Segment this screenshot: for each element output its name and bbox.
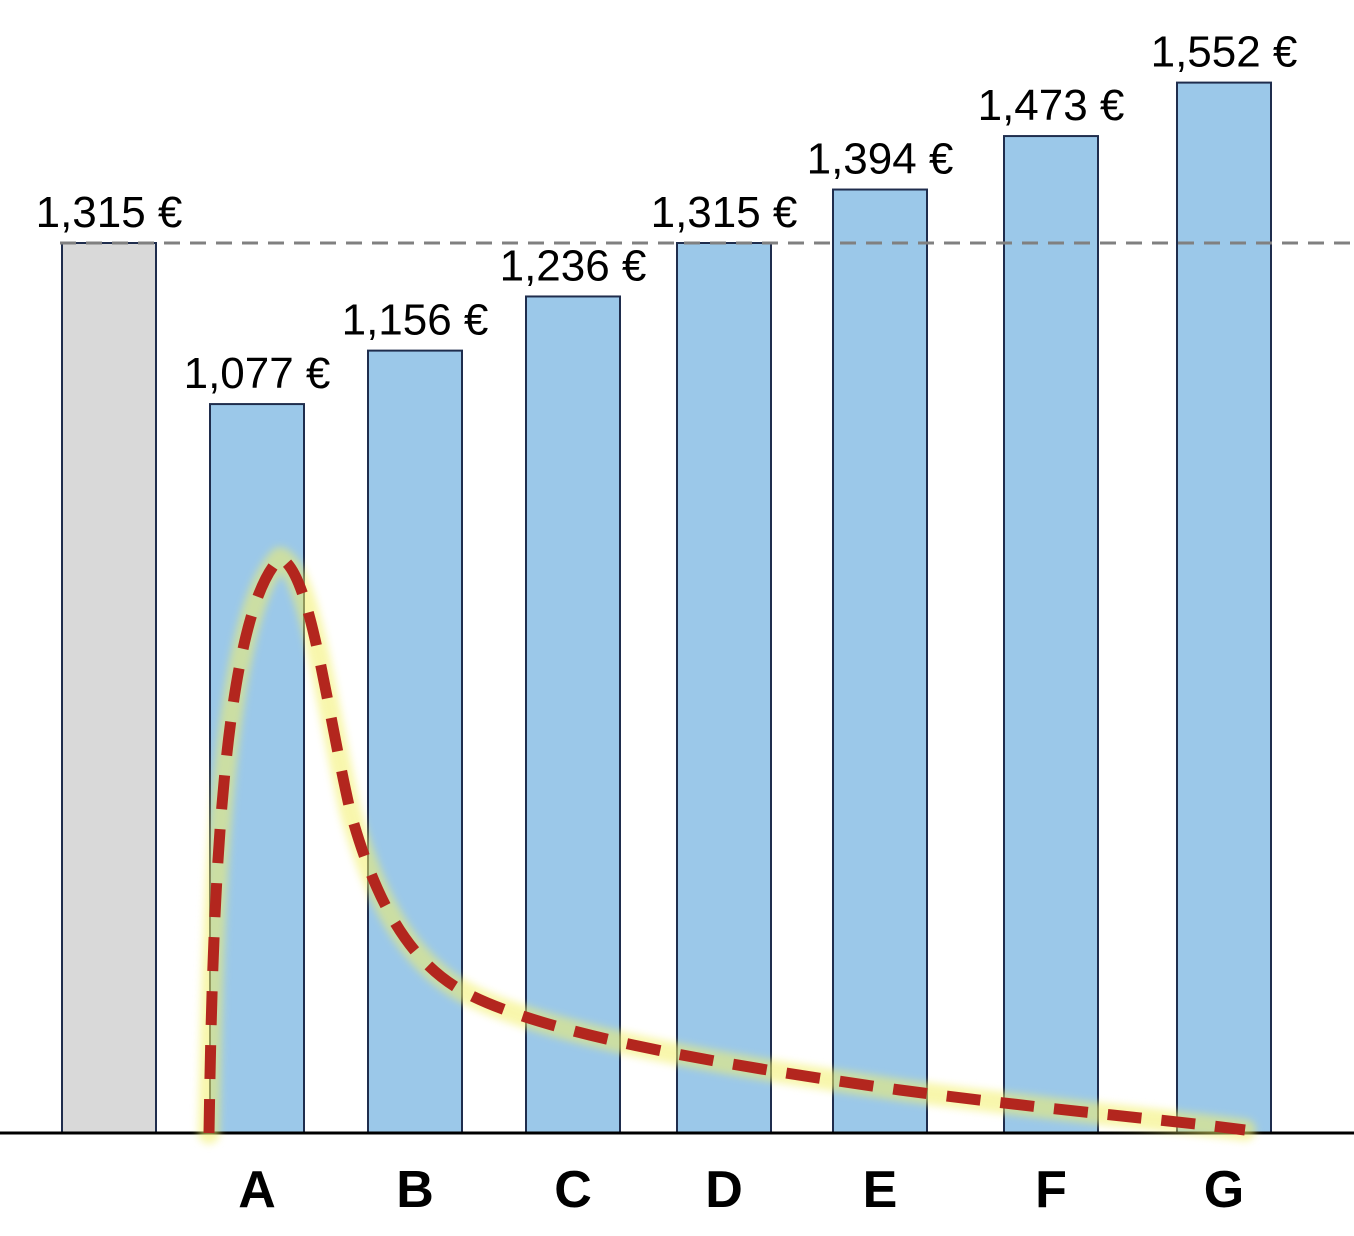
value-label: 1,236 € <box>500 241 647 290</box>
value-label: 1,315 € <box>36 188 183 237</box>
value-label: 1,473 € <box>978 81 1125 130</box>
value-label: 1,077 € <box>184 349 331 398</box>
value-label: 1,156 € <box>342 296 489 345</box>
value-label: 1,315 € <box>651 188 798 237</box>
distribution-curve <box>203 552 1246 1136</box>
bar-g <box>1176 81 1272 1135</box>
category-label-e: E <box>863 1161 898 1219</box>
category-label-f: F <box>1035 1161 1067 1219</box>
category-labels-group: A B C D E F G <box>238 1161 1244 1219</box>
value-label: 1,394 € <box>807 135 954 184</box>
category-label-c: C <box>554 1161 592 1219</box>
value-labels-group: 1,315 €1,077 €1,156 €1,236 €1,315 €1,394… <box>36 28 1298 398</box>
bar-d <box>676 242 772 1134</box>
bar-e <box>832 188 928 1134</box>
value-label: 1,552 € <box>1151 28 1298 77</box>
bar-b <box>367 349 463 1134</box>
bar-f <box>1003 135 1099 1134</box>
bar-baseline <box>61 242 157 1134</box>
category-label-g: G <box>1204 1161 1244 1219</box>
bar-c <box>525 295 621 1135</box>
category-label-a: A <box>238 1161 276 1219</box>
category-label-b: B <box>396 1161 434 1219</box>
category-label-d: D <box>705 1161 743 1219</box>
bars-group <box>61 81 1272 1135</box>
